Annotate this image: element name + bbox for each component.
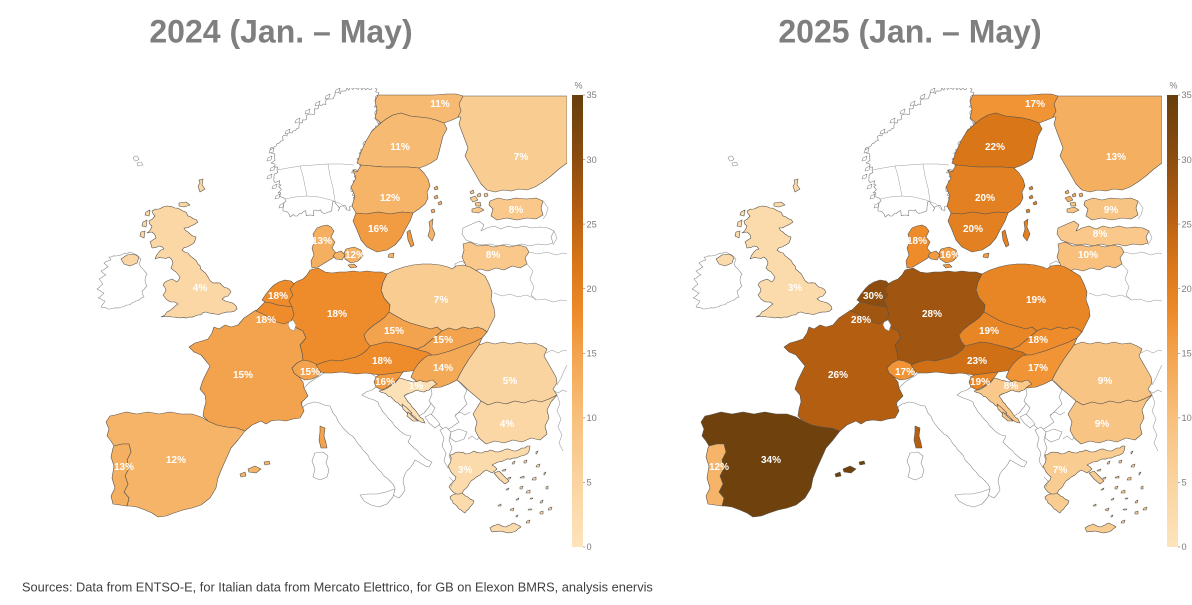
svg-text:15%: 15% [300, 367, 320, 378]
svg-text:26%: 26% [828, 370, 848, 381]
svg-text:9%: 9% [1098, 376, 1113, 387]
svg-text:35: 35 [587, 90, 597, 100]
svg-text:Sources: Data from ENTSO-E, fo: Sources: Data from ENTSO-E, for Italian … [22, 580, 653, 595]
svg-text:10%: 10% [1078, 250, 1098, 261]
svg-text:%: % [575, 81, 583, 91]
svg-text:3%: 3% [788, 283, 803, 294]
svg-text:0: 0 [587, 542, 592, 552]
svg-text:19%: 19% [970, 377, 990, 388]
svg-text:18%: 18% [372, 356, 392, 367]
svg-text:18%: 18% [268, 291, 288, 302]
svg-text:20: 20 [587, 284, 597, 294]
svg-text:15%: 15% [384, 326, 404, 337]
svg-text:4%: 4% [193, 283, 208, 294]
svg-text:5: 5 [587, 478, 592, 488]
svg-text:%: % [1170, 81, 1178, 91]
svg-text:16%: 16% [368, 224, 388, 235]
svg-text:13%: 13% [114, 462, 134, 473]
svg-text:20: 20 [1182, 284, 1192, 294]
svg-text:25: 25 [1182, 219, 1192, 229]
svg-text:16%: 16% [940, 250, 960, 261]
svg-text:30: 30 [587, 155, 597, 165]
svg-text:17%: 17% [895, 367, 915, 378]
svg-text:8%: 8% [1093, 229, 1108, 240]
svg-text:1%: 1% [409, 381, 424, 392]
svg-text:14%: 14% [433, 363, 453, 374]
svg-text:11%: 11% [430, 99, 450, 110]
svg-text:7%: 7% [514, 152, 529, 163]
svg-text:20%: 20% [975, 193, 995, 204]
svg-text:22%: 22% [985, 142, 1005, 153]
svg-text:16%: 16% [375, 377, 395, 388]
svg-text:5: 5 [1182, 478, 1187, 488]
svg-text:30: 30 [1182, 155, 1192, 165]
svg-text:10: 10 [1182, 413, 1192, 423]
svg-text:8%: 8% [1004, 381, 1019, 392]
svg-text:35: 35 [1182, 90, 1192, 100]
svg-text:17%: 17% [1028, 363, 1048, 374]
svg-text:12%: 12% [345, 250, 365, 261]
svg-text:12%: 12% [380, 193, 400, 204]
svg-text:15: 15 [1182, 349, 1192, 359]
svg-text:18%: 18% [256, 315, 276, 326]
svg-text:4%: 4% [500, 419, 515, 430]
svg-text:9%: 9% [1104, 205, 1119, 216]
svg-text:13%: 13% [1106, 152, 1126, 163]
svg-text:7%: 7% [1053, 465, 1068, 476]
svg-text:28%: 28% [922, 309, 942, 320]
svg-text:19%: 19% [979, 326, 999, 337]
svg-text:8%: 8% [509, 205, 524, 216]
svg-text:13%: 13% [312, 236, 332, 247]
svg-text:18%: 18% [327, 309, 347, 320]
svg-text:12%: 12% [709, 462, 729, 473]
svg-text:28%: 28% [851, 315, 871, 326]
svg-text:10: 10 [587, 413, 597, 423]
svg-text:2025 (Jan. – May): 2025 (Jan. – May) [778, 14, 1041, 50]
svg-text:3%: 3% [458, 465, 473, 476]
svg-text:18%: 18% [1028, 335, 1048, 346]
svg-text:19%: 19% [1026, 295, 1046, 306]
svg-text:9%: 9% [1095, 419, 1110, 430]
svg-text:34%: 34% [761, 455, 781, 466]
svg-text:8%: 8% [486, 250, 501, 261]
svg-text:15: 15 [587, 349, 597, 359]
svg-text:23%: 23% [967, 356, 987, 367]
svg-text:25: 25 [587, 219, 597, 229]
svg-text:15%: 15% [233, 370, 253, 381]
svg-text:30%: 30% [863, 291, 883, 302]
svg-text:2024 (Jan. – May): 2024 (Jan. – May) [149, 14, 412, 50]
svg-text:11%: 11% [390, 142, 410, 153]
svg-text:5%: 5% [503, 376, 518, 387]
svg-text:17%: 17% [1025, 99, 1045, 110]
svg-text:18%: 18% [907, 236, 927, 247]
svg-text:12%: 12% [166, 455, 186, 466]
svg-text:7%: 7% [434, 295, 449, 306]
svg-text:15%: 15% [433, 335, 453, 346]
svg-text:0: 0 [1182, 542, 1187, 552]
svg-text:20%: 20% [963, 224, 983, 235]
